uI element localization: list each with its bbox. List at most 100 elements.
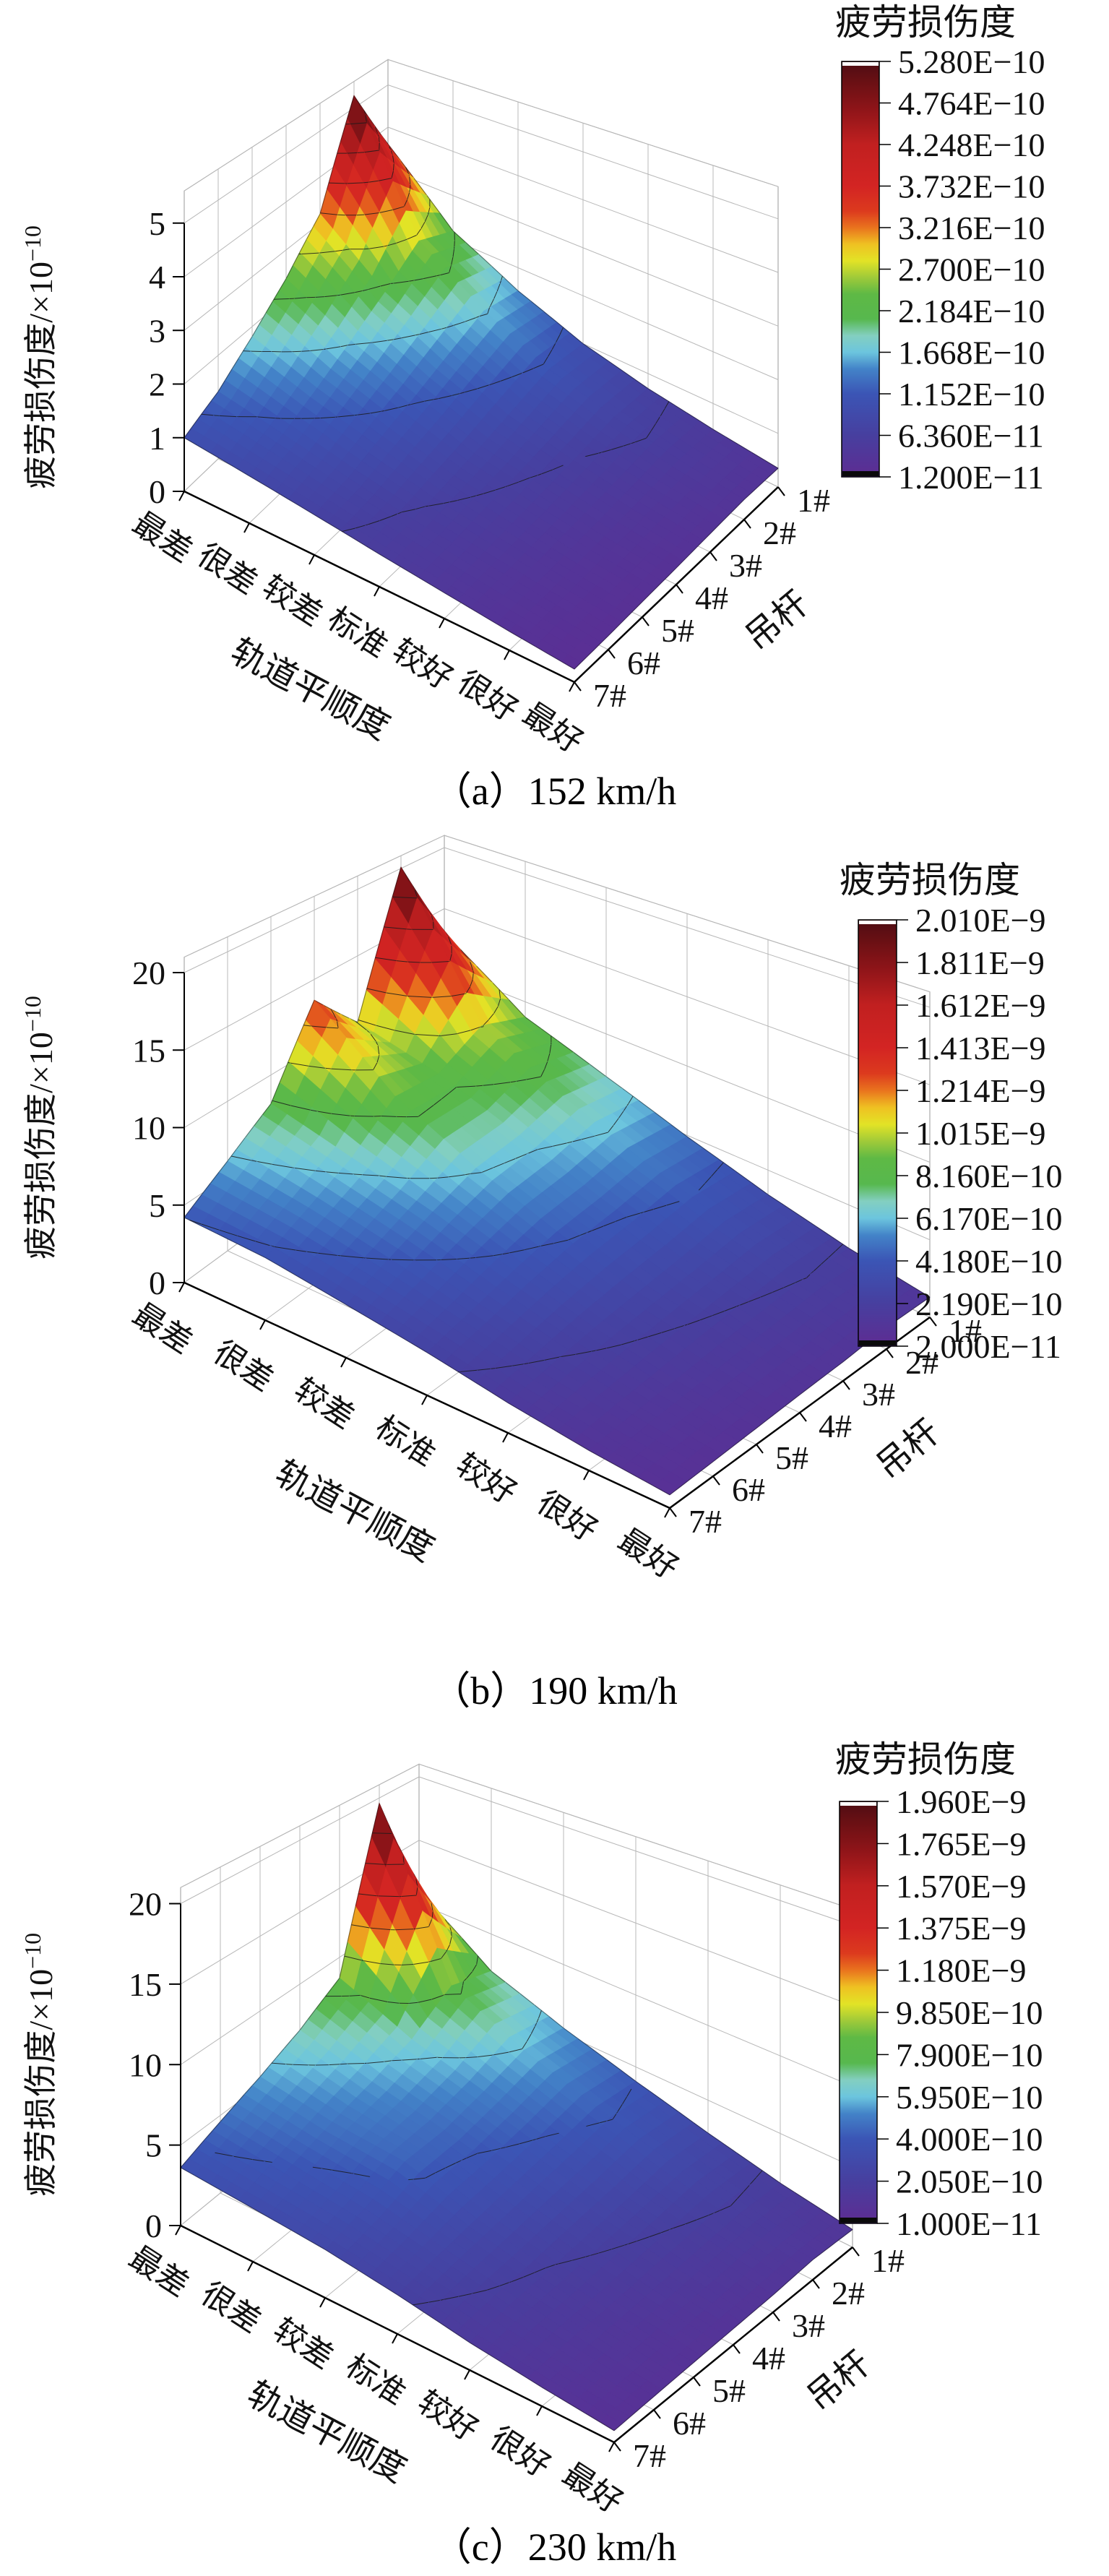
y-axis-title: 吊杆 [800, 2344, 878, 2418]
svg-text:最差: 最差 [126, 1296, 199, 1361]
svg-text:较差: 较差 [267, 2312, 340, 2376]
svg-text:很差: 很差 [195, 2275, 267, 2340]
colorbar-tick-label: 1.214E−9 [915, 1072, 1046, 1109]
colorbar-tick-label: 6.360E−11 [898, 418, 1044, 455]
surface-chart-230kmh: 05101520最差很差较差标准较好很好最好1#2#3#4#5#6#7#轨道平顺… [0, 1720, 1109, 2518]
colorbar-tick-label: 5.280E−10 [898, 43, 1045, 80]
svg-text:标准: 标准 [369, 1409, 441, 1473]
surface-chart-152kmh: 012345最差很差较差标准较好很好最好1#2#3#4#5#6#7#轨道平顺度吊… [0, 0, 1109, 762]
z-axis-title: 疲劳损伤度/×10−10 [20, 1933, 59, 2197]
svg-text:5#: 5# [712, 2372, 746, 2409]
svg-text:4#: 4# [695, 580, 728, 616]
svg-text:2#: 2# [832, 2275, 865, 2312]
svg-text:较差: 较差 [288, 1371, 361, 1436]
colorbar-tick-label: 1.200E−11 [898, 459, 1044, 496]
svg-text:最好: 最好 [517, 696, 589, 760]
svg-text:最差: 最差 [123, 2239, 195, 2304]
caption-b: （b）190 km/h [431, 1669, 678, 1713]
z-axis-title: 疲劳损伤度/×10−10 [20, 225, 59, 489]
colorbar-tick-label: 1.960E−9 [896, 1783, 1027, 1820]
x-axis-title: 轨道平顺度 [269, 1454, 440, 1569]
colorbar-tick-label: 1.413E−9 [915, 1030, 1046, 1067]
colorbar-tick-label: 2.010E−9 [915, 902, 1046, 939]
svg-text:1: 1 [149, 420, 165, 457]
colorbar-tick-label: 4.180E−10 [915, 1243, 1063, 1280]
colorbar-tick-label: 2.050E−10 [896, 2163, 1043, 2200]
svg-text:5#: 5# [661, 612, 694, 649]
colorbar-tick-label: 3.216E−10 [898, 210, 1045, 246]
svg-text:3#: 3# [729, 547, 762, 584]
svg-text:最好: 最好 [556, 2456, 629, 2518]
panel-230kmh: 0 5 10 15 20 最差 很差 较差 标准 较好 很好 最好 1# 2# 3# 4# 5# 6# 7# 轨道平顺… [0, 1720, 1109, 2576]
colorbar-tick-label: 2.700E−10 [898, 251, 1045, 288]
svg-text:标准: 标准 [340, 2348, 412, 2412]
colorbar-tick-label: 7.900E−10 [896, 2036, 1043, 2073]
svg-text:1#: 1# [949, 1312, 982, 1349]
surface [184, 95, 779, 670]
colorbar-gradient [839, 1801, 878, 2224]
svg-text:很好: 很好 [531, 1484, 603, 1548]
colorbar-tick-label: 1.152E−10 [898, 376, 1045, 413]
panel-152kmh: 0 1 2 3 4 5 最差 很差 较差 标准 较好 很好 最好 1# 2# 3# 4# 5# 6# 7# 轨道平顺度吊… [0, 0, 1109, 820]
colorbar-title: 疲劳损伤度 [835, 2, 1016, 43]
svg-text:6#: 6# [627, 645, 660, 681]
svg-text:3#: 3# [792, 2307, 825, 2344]
caption-c: （c）230 km/h [432, 2525, 677, 2569]
colorbar-tick-label: 2.190E−10 [915, 1285, 1063, 1322]
svg-text:最差: 最差 [126, 505, 199, 569]
surface [180, 1802, 853, 2431]
colorbar-tick-label: 1.015E−9 [915, 1115, 1046, 1152]
svg-text:较差: 较差 [256, 569, 329, 633]
colorbar-title: 疲劳损伤度 [840, 860, 1020, 900]
y-axis-title: 吊杆 [738, 584, 816, 658]
svg-text:很好: 很好 [452, 664, 524, 728]
colorbar-tick-label: 4.764E−10 [898, 85, 1045, 122]
svg-text:1#: 1# [797, 482, 830, 519]
colorbar-tick-label: 8.160E−10 [915, 1158, 1063, 1194]
surface [184, 866, 931, 1496]
svg-text:7#: 7# [593, 677, 626, 714]
svg-text:2#: 2# [905, 1344, 938, 1381]
colorbar-tick-label: 2.184E−10 [898, 293, 1045, 329]
colorbar-tick-label: 1.612E−9 [915, 987, 1046, 1024]
colorbar-tick-label: 6.170E−10 [915, 1200, 1063, 1237]
colorbar-tick-label: 1.811E−9 [915, 944, 1045, 981]
svg-text:最好: 最好 [612, 1522, 684, 1586]
svg-text:很好: 很好 [484, 2420, 556, 2484]
z-axis-title: 疲劳损伤度/×10−10 [20, 996, 59, 1259]
colorbar-tick-label: 1.180E−9 [896, 1952, 1027, 1989]
svg-text:4#: 4# [752, 2340, 785, 2377]
svg-text:较好: 较好 [450, 1447, 522, 1511]
svg-text:4: 4 [149, 259, 165, 296]
svg-text:20: 20 [132, 955, 165, 991]
svg-text:15: 15 [129, 1966, 162, 2003]
y-axis-title: 吊杆 [869, 1413, 947, 1486]
svg-text:1#: 1# [871, 2242, 905, 2279]
colorbar-tick-label: 2.000E−11 [915, 1328, 1061, 1365]
svg-text:4#: 4# [819, 1408, 852, 1444]
colorbar-tick-label: 1.765E−9 [896, 1825, 1027, 1862]
colorbar-tick-label: 4.248E−10 [898, 126, 1045, 163]
svg-text:6#: 6# [732, 1471, 765, 1508]
svg-text:2: 2 [149, 366, 165, 403]
svg-text:很差: 很差 [191, 537, 264, 601]
svg-text:20: 20 [129, 1886, 162, 1923]
svg-text:2#: 2# [763, 514, 796, 551]
svg-text:0: 0 [149, 473, 165, 510]
svg-text:5: 5 [145, 2127, 162, 2164]
colorbar-tick-label: 3.732E−10 [898, 168, 1045, 205]
svg-text:7#: 7# [689, 1503, 722, 1540]
svg-text:0: 0 [149, 1265, 165, 1301]
colorbar-title: 疲劳损伤度 [835, 1739, 1016, 1780]
caption-a: （a）152 km/h [432, 770, 677, 813]
svg-text:较好: 较好 [412, 2384, 484, 2448]
svg-text:很差: 很差 [207, 1334, 280, 1398]
svg-text:标准: 标准 [322, 600, 394, 665]
panel-190kmh: 0 5 10 15 20 最差 很差 较差 标准 较好 很好 最好 1# 2# 3# 4# 5# 6# 7# 轨道平顺… [0, 820, 1109, 1720]
colorbar-tick-label: 1.570E−9 [896, 1868, 1027, 1905]
